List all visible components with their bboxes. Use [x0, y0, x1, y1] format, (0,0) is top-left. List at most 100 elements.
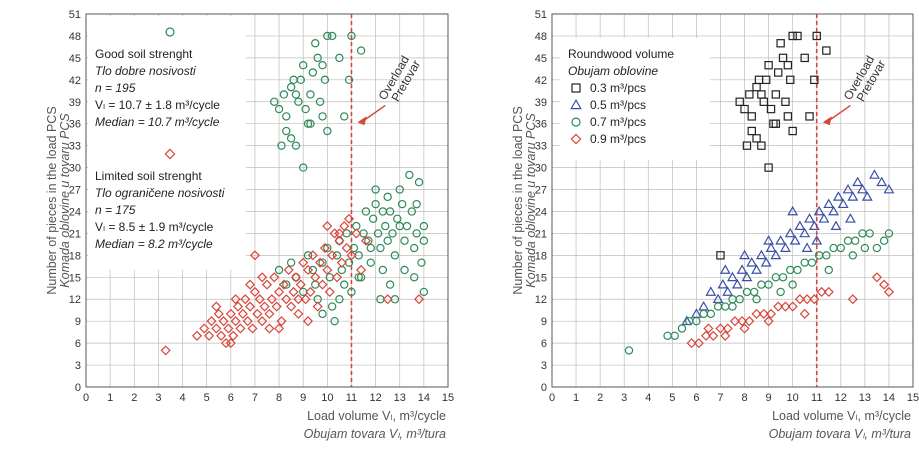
legend-group-title: Good soil strenght — [95, 47, 193, 61]
x-tick-label: 12 — [835, 392, 847, 404]
data-point-triangle — [755, 249, 767, 260]
x-tick-label: 3 — [155, 392, 161, 404]
data-point-circle — [735, 295, 744, 304]
legend-title-local: Obujam oblovine — [568, 64, 658, 78]
data-point-triangle — [787, 205, 799, 216]
data-point-diamond — [751, 308, 762, 319]
data-point-diamond — [413, 294, 425, 305]
legend-marker-triangle — [570, 98, 582, 110]
data-point-circle — [318, 309, 327, 319]
x-tick-label: 13 — [859, 392, 871, 404]
data-point-square — [788, 126, 797, 136]
data-point-diamond — [206, 316, 217, 327]
y-tick-label: 30 — [69, 163, 81, 175]
data-point-diamond — [344, 213, 355, 224]
y-axis-title-local: Komada oblovine u tovaru PCS — [58, 113, 72, 288]
x-tick-label: 5 — [669, 392, 675, 404]
data-point-circle — [807, 258, 817, 267]
data-point-diamond — [283, 264, 294, 276]
data-point-square — [788, 31, 797, 41]
data-point-diamond — [883, 286, 894, 297]
data-point-diamond — [737, 316, 748, 327]
data-point-diamond — [199, 323, 210, 334]
data-point-triangle — [801, 242, 813, 252]
data-point-diamond — [274, 286, 285, 297]
data-point-circle — [291, 90, 301, 99]
data-point-circle — [366, 243, 375, 253]
data-point-diamond — [249, 250, 260, 261]
data-point-diamond — [237, 308, 248, 319]
data-point-triangle — [869, 169, 880, 179]
data-point-diamond — [739, 323, 750, 334]
data-point-circle — [344, 75, 354, 85]
data-point-square — [742, 141, 752, 150]
data-point-square — [778, 53, 788, 63]
x-tick-label: 8 — [276, 392, 282, 404]
data-point-diamond — [302, 264, 314, 276]
data-point-diamond — [322, 264, 333, 276]
x-tick-label: 10 — [321, 392, 333, 404]
data-point-diamond — [278, 279, 289, 290]
x-tick-label: 14 — [883, 392, 895, 404]
data-point-square — [761, 75, 771, 85]
data-point-circle — [848, 251, 858, 260]
data-point-diamond — [799, 308, 810, 319]
legend-marker-diamond — [164, 148, 176, 160]
data-point-circle — [390, 251, 400, 260]
data-point-circle — [347, 31, 356, 41]
data-point-diamond — [230, 294, 241, 305]
data-point-square — [776, 39, 785, 48]
data-point-triangle — [823, 198, 835, 209]
y-tick-label: 27 — [69, 185, 81, 197]
legend-group-median: Median = 8.2 m³/cycle — [95, 237, 213, 251]
legend-item-label: 0.9 m³/pcs — [590, 132, 646, 146]
y-tick-label: 48 — [535, 31, 547, 43]
data-point-circle — [313, 53, 322, 63]
data-point-circle — [388, 229, 397, 238]
legend-group-title-local: Tlo ograničene nosivosti — [95, 186, 225, 200]
y-tick-label: 21 — [69, 228, 81, 240]
data-point-circle — [860, 243, 870, 253]
data-point-circle — [395, 221, 404, 231]
data-point-diamond — [300, 294, 311, 305]
data-point-diamond — [700, 330, 712, 341]
data-point-diamond — [276, 316, 287, 327]
data-point-circle — [311, 39, 320, 48]
data-point-triangle — [722, 286, 734, 296]
data-point-triangle — [861, 191, 873, 201]
y-tick-label: 42 — [535, 75, 547, 87]
legend-group-title: Limited soil strenght — [95, 169, 202, 183]
data-point-circle — [383, 236, 392, 245]
data-point-diamond — [780, 301, 791, 312]
data-point-circle — [706, 309, 716, 319]
y-tick-label: 21 — [535, 228, 547, 240]
data-point-diamond — [729, 316, 740, 327]
data-point-diamond — [288, 286, 299, 297]
data-point-circle — [335, 53, 344, 63]
data-point-triangle — [832, 191, 844, 201]
data-point-square — [752, 134, 761, 143]
data-point-diamond — [715, 323, 726, 334]
y-tick-label: 27 — [535, 185, 547, 197]
data-point-triangle — [763, 235, 775, 245]
data-point-triangle — [842, 183, 854, 194]
data-point-circle — [752, 295, 761, 304]
data-point-circle — [332, 251, 342, 260]
y-axis-title-local: Komada oblovine u tovaru PCS — [524, 113, 538, 288]
data-point-diamond — [230, 316, 241, 327]
data-point-triangle — [828, 205, 840, 216]
data-point-diamond — [765, 308, 777, 319]
data-point-diamond — [794, 294, 805, 305]
data-point-circle — [788, 280, 797, 289]
data-point-circle — [376, 243, 385, 253]
data-point-square — [805, 112, 814, 121]
data-point-circle — [318, 258, 327, 267]
data-point-circle — [299, 163, 308, 172]
data-point-circle — [378, 207, 388, 216]
data-point-diamond — [235, 323, 246, 334]
y-tick-label: 9 — [541, 316, 547, 328]
data-point-circle — [286, 258, 296, 267]
data-point-circle — [327, 31, 337, 41]
data-point-diamond — [315, 257, 326, 268]
data-point-triangle — [857, 183, 868, 194]
